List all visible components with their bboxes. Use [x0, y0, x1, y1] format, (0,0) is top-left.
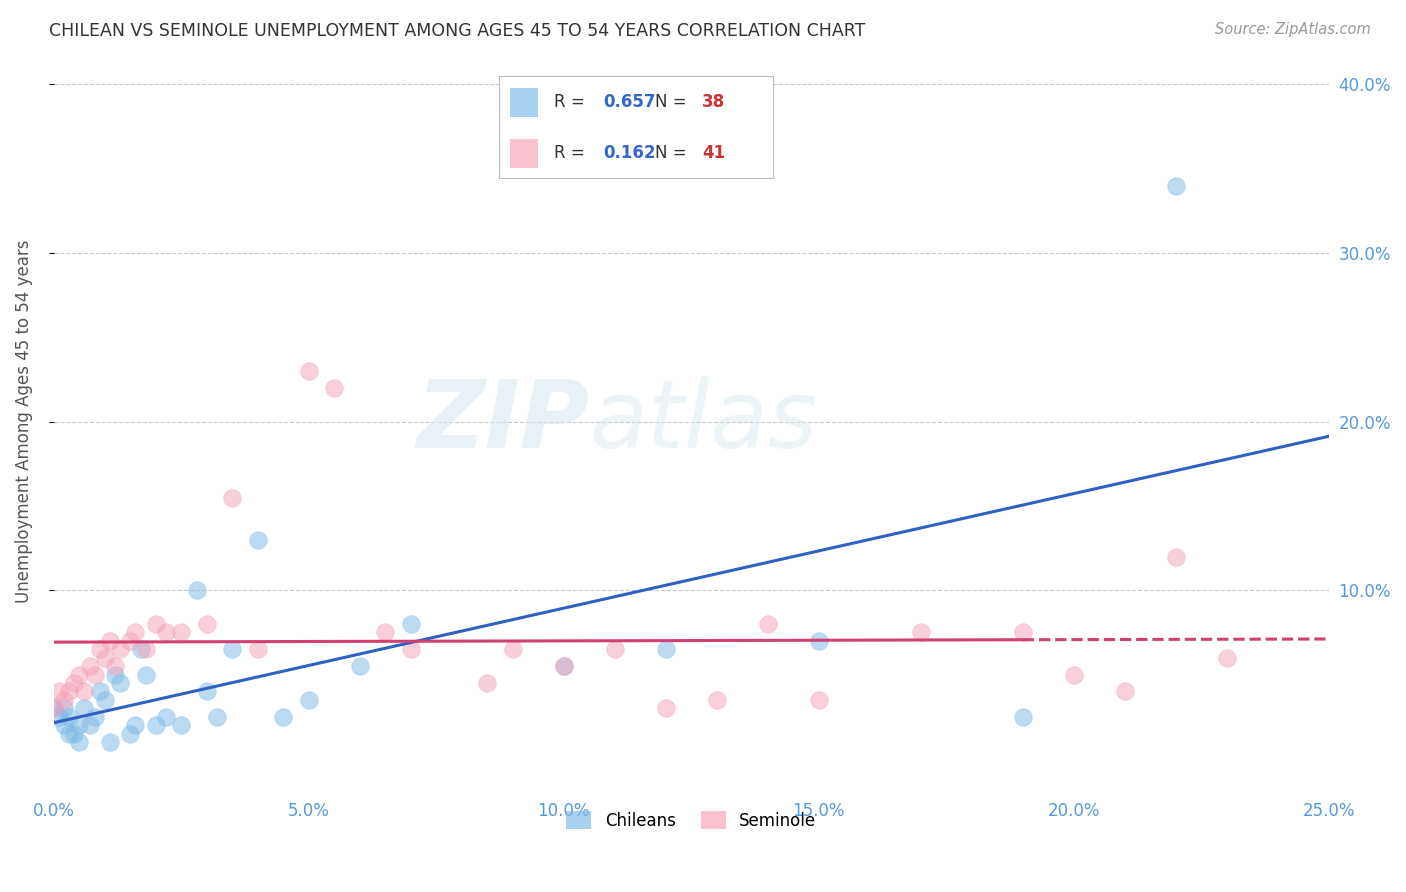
Point	[42, 701, 65, 715]
Point	[48, 684, 70, 698]
Point	[221, 642, 243, 657]
Point	[79, 718, 101, 732]
Point	[1164, 178, 1187, 193]
Point	[1011, 710, 1033, 724]
Y-axis label: Unemployment Among Ages 45 to 54 years: Unemployment Among Ages 45 to 54 years	[15, 240, 32, 603]
Point	[910, 625, 932, 640]
Point	[756, 617, 779, 632]
Point	[120, 726, 142, 740]
Point	[42, 701, 65, 715]
Legend: Chileans, Seminole: Chileans, Seminole	[560, 805, 823, 837]
Point	[553, 659, 575, 673]
Point	[79, 659, 101, 673]
Point	[48, 710, 70, 724]
Point	[67, 735, 90, 749]
Point	[53, 693, 76, 707]
Text: ZIP: ZIP	[416, 376, 589, 467]
Point	[399, 642, 422, 657]
Point	[67, 718, 90, 732]
Point	[67, 667, 90, 681]
Text: N =: N =	[655, 144, 692, 161]
Point	[706, 693, 728, 707]
Point	[53, 701, 76, 715]
Point	[170, 625, 193, 640]
Point	[655, 642, 678, 657]
Point	[655, 701, 678, 715]
Point	[155, 625, 177, 640]
Point	[349, 659, 371, 673]
Point	[108, 642, 131, 657]
Point	[186, 583, 208, 598]
Text: 0.162: 0.162	[603, 144, 655, 161]
Point	[1063, 667, 1085, 681]
Point	[374, 625, 396, 640]
Point	[195, 617, 218, 632]
Point	[124, 718, 146, 732]
Point	[477, 676, 499, 690]
Point	[89, 684, 111, 698]
Point	[298, 364, 321, 378]
Point	[221, 491, 243, 505]
Point	[83, 710, 105, 724]
Text: CHILEAN VS SEMINOLE UNEMPLOYMENT AMONG AGES 45 TO 54 YEARS CORRELATION CHART: CHILEAN VS SEMINOLE UNEMPLOYMENT AMONG A…	[49, 22, 866, 40]
Point	[603, 642, 626, 657]
Point	[94, 693, 117, 707]
Text: 38: 38	[702, 94, 725, 112]
Point	[170, 718, 193, 732]
Text: atlas: atlas	[589, 376, 817, 467]
Point	[323, 381, 346, 395]
Point	[1011, 625, 1033, 640]
Point	[145, 617, 167, 632]
Point	[108, 676, 131, 690]
Point	[63, 726, 86, 740]
Point	[807, 693, 830, 707]
Text: Source: ZipAtlas.com: Source: ZipAtlas.com	[1215, 22, 1371, 37]
Point	[1216, 650, 1239, 665]
Point	[553, 659, 575, 673]
Point	[73, 684, 96, 698]
Point	[58, 684, 80, 698]
Point	[807, 633, 830, 648]
Point	[129, 642, 152, 657]
Point	[246, 642, 269, 657]
Point	[124, 625, 146, 640]
Point	[1114, 684, 1136, 698]
Point	[273, 710, 295, 724]
Point	[104, 667, 127, 681]
Text: 41: 41	[702, 144, 725, 161]
Point	[94, 650, 117, 665]
Point	[1164, 549, 1187, 564]
Point	[399, 617, 422, 632]
Point	[63, 676, 86, 690]
Point	[246, 533, 269, 547]
Point	[73, 701, 96, 715]
Bar	[510, 139, 537, 168]
Point	[502, 642, 524, 657]
Point	[83, 667, 105, 681]
Point	[98, 735, 121, 749]
Point	[104, 659, 127, 673]
Text: R =: R =	[554, 144, 591, 161]
Text: R =: R =	[554, 94, 591, 112]
Text: N =: N =	[655, 94, 692, 112]
Point	[195, 684, 218, 698]
Text: 0.657: 0.657	[603, 94, 655, 112]
Point	[89, 642, 111, 657]
Point	[135, 642, 157, 657]
Bar	[510, 88, 537, 117]
Point	[145, 718, 167, 732]
Point	[58, 710, 80, 724]
Point	[155, 710, 177, 724]
Point	[120, 633, 142, 648]
Point	[53, 718, 76, 732]
Point	[298, 693, 321, 707]
Point	[98, 633, 121, 648]
Point	[58, 726, 80, 740]
Point	[205, 710, 228, 724]
Point	[135, 667, 157, 681]
